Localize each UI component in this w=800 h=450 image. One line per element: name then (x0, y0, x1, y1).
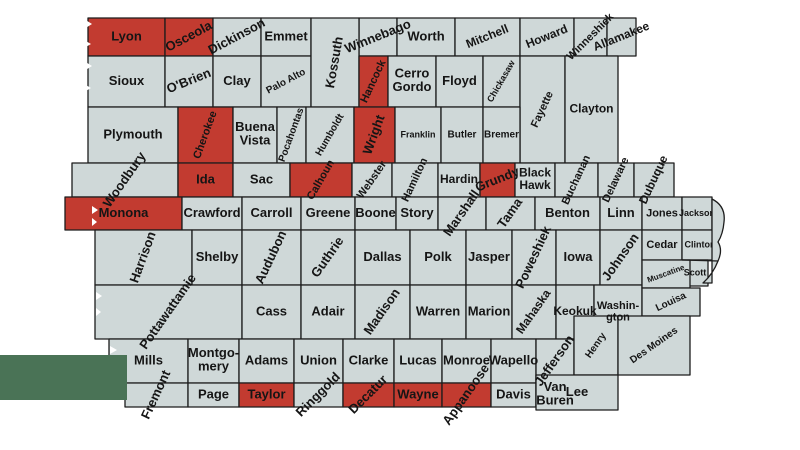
svg-text:Franklin: Franklin (400, 129, 435, 139)
svg-text:Cedar: Cedar (646, 239, 678, 251)
svg-text:Jasper: Jasper (468, 249, 510, 264)
svg-text:Lyon: Lyon (111, 28, 142, 43)
svg-text:Clay: Clay (223, 73, 251, 88)
svg-text:Dallas: Dallas (363, 249, 401, 264)
svg-text:Wayne: Wayne (397, 386, 438, 401)
svg-text:Greene: Greene (306, 205, 351, 220)
svg-text:Plymouth: Plymouth (103, 126, 162, 141)
svg-text:Adair: Adair (311, 303, 344, 318)
svg-text:Crawford: Crawford (183, 205, 240, 220)
svg-text:Clinton: Clinton (685, 239, 716, 249)
svg-text:Cass: Cass (256, 303, 287, 318)
svg-text:Ida: Ida (196, 171, 216, 186)
svg-text:Keokuk: Keokuk (553, 304, 597, 318)
svg-text:Story: Story (400, 205, 434, 220)
svg-text:Wapello: Wapello (489, 352, 538, 367)
svg-text:Sac: Sac (250, 171, 273, 186)
svg-text:Warren: Warren (416, 303, 460, 318)
svg-text:Scott: Scott (684, 267, 707, 277)
svg-text:Clayton: Clayton (569, 102, 613, 116)
svg-text:Mills: Mills (134, 352, 163, 367)
svg-text:Davis: Davis (496, 386, 531, 401)
svg-text:Lee: Lee (566, 384, 588, 399)
svg-text:Shelby: Shelby (196, 249, 239, 264)
svg-text:Bremer: Bremer (484, 130, 519, 141)
svg-text:Iowa: Iowa (564, 249, 594, 264)
svg-text:Union: Union (300, 352, 337, 367)
svg-text:Jackson: Jackson (679, 208, 715, 218)
svg-text:Marion: Marion (468, 303, 511, 318)
svg-text:Monona: Monona (99, 205, 150, 220)
svg-text:Benton: Benton (545, 205, 590, 220)
svg-text:Clarke: Clarke (349, 352, 389, 367)
svg-text:Taylor: Taylor (247, 386, 285, 401)
svg-text:Hardin: Hardin (440, 172, 478, 186)
svg-text:Jones: Jones (646, 207, 678, 219)
svg-text:Linn: Linn (607, 205, 634, 220)
svg-text:Polk: Polk (424, 249, 452, 264)
svg-text:Emmet: Emmet (264, 28, 308, 43)
svg-text:Carroll: Carroll (251, 205, 293, 220)
svg-text:Boone: Boone (355, 205, 395, 220)
svg-text:Worth: Worth (407, 28, 444, 43)
svg-text:Sioux: Sioux (109, 73, 145, 88)
svg-text:Page: Page (198, 386, 229, 401)
svg-text:Floyd: Floyd (442, 73, 477, 88)
svg-text:Lucas: Lucas (399, 352, 437, 367)
svg-text:Adams: Adams (245, 352, 288, 367)
svg-text:Butler: Butler (448, 130, 477, 141)
